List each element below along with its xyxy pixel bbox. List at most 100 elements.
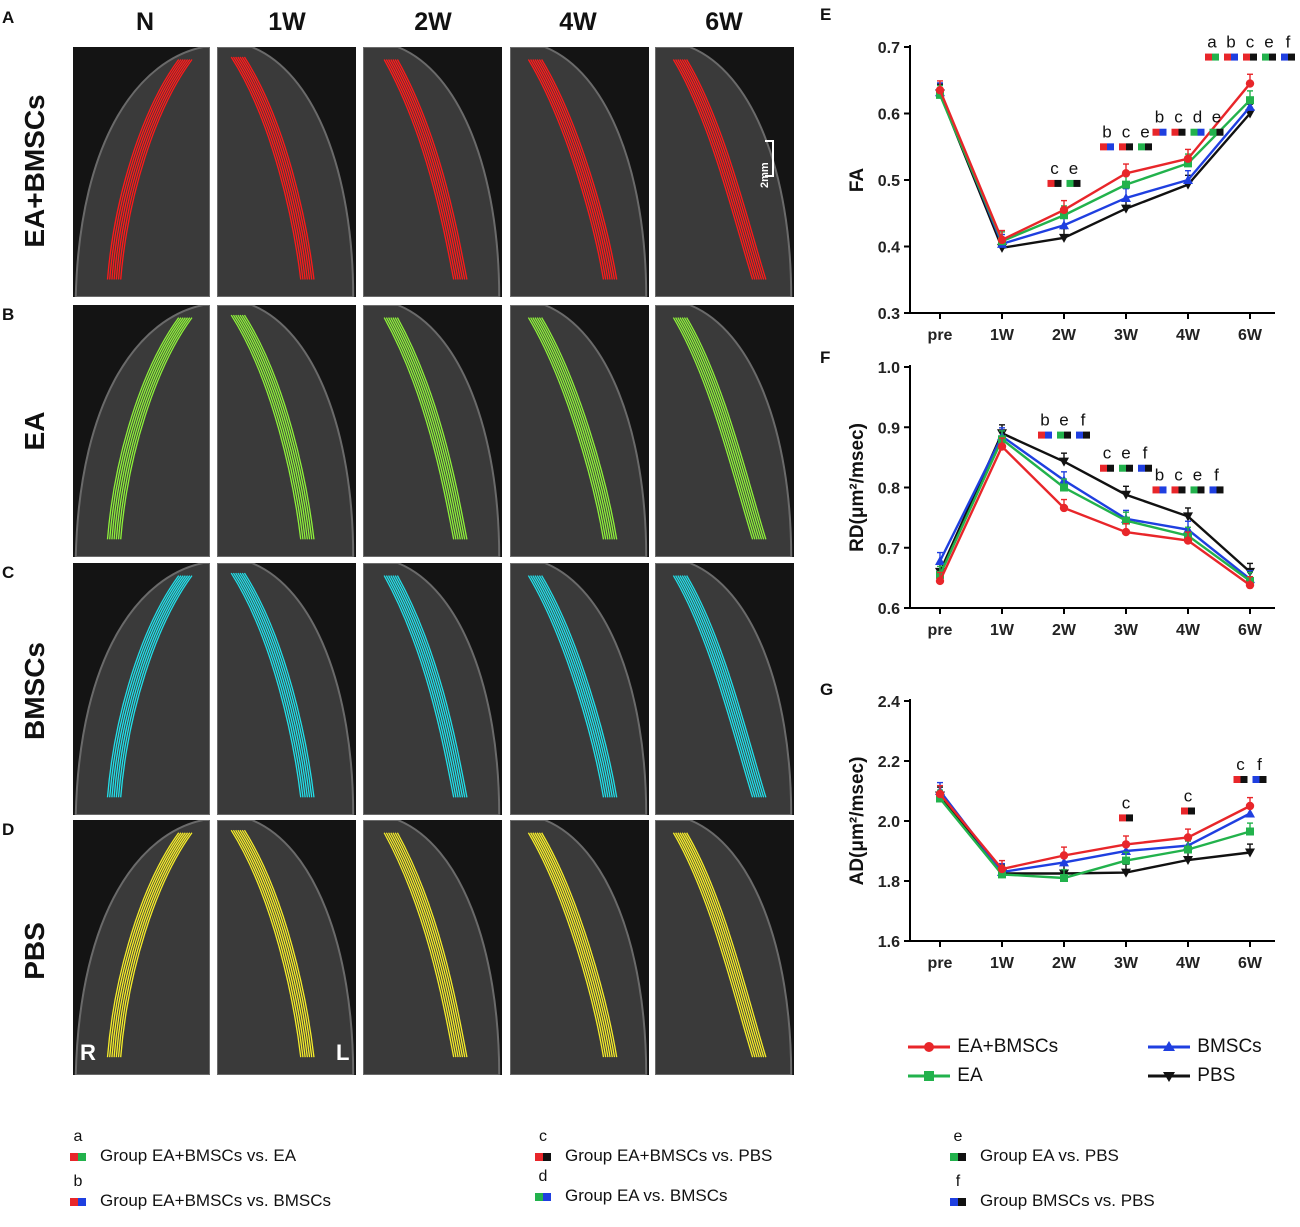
fiber-tract [232,314,304,540]
y-axis-label: AD(μm²/msec) [847,757,868,886]
fiber-tract [117,832,191,1058]
fiber-tract [538,317,616,540]
significance-swatch [1197,486,1205,494]
fiber-tract [530,59,607,280]
fiber-tract [239,56,311,280]
series-pbs [935,786,1255,879]
fiber-tract [239,829,311,1058]
data-point [1059,220,1069,230]
series-ea [936,789,1254,882]
data-point [997,864,1007,874]
data-point [1183,175,1193,184]
y-tick-label: 0.8 [878,481,900,498]
comparison-letter: e [953,1128,963,1145]
fiber-tract [677,575,758,798]
series-ea-bmscs [935,73,1255,245]
significance-letter: b [1040,411,1049,430]
fiber-tract [111,317,184,540]
significance-swatch [1216,128,1224,136]
brain-edge [363,305,501,557]
fiber-tract [677,59,758,280]
x-tick-label: 6W [1238,622,1263,639]
fiber-tract [111,59,184,280]
x-tick-label: 6W [1238,955,1263,972]
data-point [935,86,945,95]
x-tick-label: 4W [1176,955,1201,972]
tractography-image [363,820,502,1075]
fiber-tract [675,59,756,280]
data-point [1122,180,1130,189]
fiber-tract [241,829,313,1058]
fiber-tract [120,59,193,280]
comparison-letter: d [538,1168,548,1185]
fiber-tract [388,317,459,540]
significance-swatch [1145,143,1152,151]
significance-swatch [1138,464,1145,472]
rd-line-chart: 0.6 0.7 0.8 0.9 1.0 pre 1W 2W 3W 4W 6W RD(μm²/msec)… [847,360,1275,639]
fiber-tract [538,832,616,1058]
fiber-tract [385,317,457,540]
significance-swatch [1107,143,1114,151]
significance-swatch [1252,776,1260,783]
fiber-tract [532,317,609,540]
fiber-tract [536,575,613,798]
comparison-key-text: Group EA+BMSCs vs. BMSCs [100,1191,331,1210]
significance-swatch [1083,431,1090,439]
x-tick-label: pre [928,327,953,344]
legend-label: PBS [1197,1065,1236,1086]
brain-edge [74,820,210,1075]
data-point [1121,169,1131,178]
scale-bar [772,140,774,177]
comparison-key-text: Group EA vs. BMSCs [565,1186,728,1205]
legend-label: EA+BMSCs [957,1036,1059,1057]
comparison-key-text: Group EA+BMSCs vs. PBS [565,1146,773,1165]
comparison-key-marker: d [535,1168,551,1206]
tractography-image [217,820,356,1075]
panel-letter-b: B [2,305,15,324]
fiber-tract [392,59,464,280]
significance-letter: e [1193,465,1202,484]
fiber-tract [681,317,763,540]
series-ea-bmscs [935,437,1255,590]
fiber-tract [541,317,618,540]
significance-swatch [1047,179,1055,187]
series-ea-bmscs [935,784,1255,874]
significance-letter: b [1155,465,1164,484]
fiber-tract [230,572,302,798]
fiber-tract [532,832,609,1058]
fiber-tract [111,575,184,798]
brain-tissue [217,47,354,297]
fiber-tract [237,314,308,540]
significance-swatch [1262,53,1269,61]
y-axis-label: FA [847,168,868,193]
significance-letter: b [1155,108,1164,127]
fiber-tract [686,832,767,1058]
panel-letter-f: F [820,348,831,367]
fiber-tract [534,317,611,540]
significance-swatch [1126,143,1133,151]
fiber-tract [235,314,306,540]
row-label-ea-bmscs: EA+BMSCs [19,94,50,248]
fiber-tract [230,56,302,280]
brain-edge [510,820,648,1075]
significance-swatch [1119,464,1126,472]
data-point [1121,527,1131,537]
significance-swatch [1233,776,1241,783]
significance-swatch [1259,776,1267,783]
brain-edge [363,820,501,1075]
significance-swatch [1190,128,1198,136]
significance-swatch [1197,128,1205,136]
fiber-tract [536,317,613,540]
fiber-tract [396,832,468,1058]
fiber-tract [235,829,306,1058]
legend-item-ea: EA [906,1065,983,1087]
tractography-image [510,563,649,815]
fiber-tract [394,59,466,280]
data-point [1183,154,1193,163]
fiber-tract [675,575,756,798]
data-point [1184,845,1192,854]
significance-swatch [1178,128,1186,136]
fiber-tract [117,59,191,280]
fiber-tract [683,317,765,540]
fiber-tract [232,572,304,798]
